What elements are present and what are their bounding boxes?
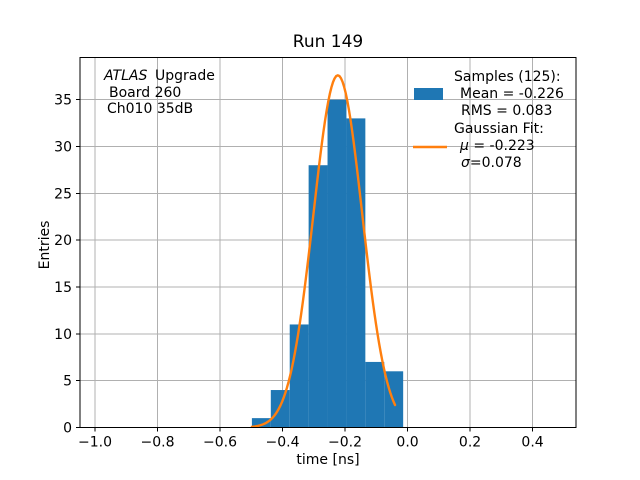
legend-rms-value: RMS = 0.083	[461, 103, 552, 119]
legend: Samples (125): Mean = -0.226 RMS = 0.083…	[413, 69, 564, 171]
axes-frame	[79, 57, 577, 428]
y-tick-label: 35	[54, 93, 72, 109]
x-axis-label: time [ns]	[296, 452, 359, 468]
annotation-board: Board 260	[109, 85, 181, 101]
histogram-bars	[251, 99, 404, 428]
tick-marks	[76, 99, 534, 432]
chart-title: Run 149	[293, 32, 363, 52]
x-tick-label: −0.4	[266, 435, 300, 451]
x-tick-labels: −1.0 −0.8 −0.6 −0.4 −0.2 0.0 0.2 0.4	[78, 435, 544, 451]
y-tick-label: 10	[54, 327, 72, 343]
x-tick-label: −0.8	[141, 435, 175, 451]
mu-number: = -0.223	[469, 138, 535, 154]
annotation-upgrade: Upgrade	[155, 68, 215, 84]
mu-symbol: μ	[459, 138, 469, 154]
x-tick-label: −0.6	[203, 435, 237, 451]
legend-sigma-value: σ=0.078	[461, 155, 522, 171]
sigma-number: =0.078	[470, 155, 522, 171]
x-tick-label: −1.0	[78, 435, 112, 451]
histogram-bar	[270, 390, 290, 428]
y-tick-label: 15	[54, 280, 72, 296]
annotation-block: ATLAS Upgrade Board 260 Ch010 35dB	[103, 68, 215, 117]
histogram-bar	[251, 418, 271, 428]
histogram-bar	[327, 99, 347, 428]
histogram-bar	[365, 361, 385, 428]
histogram-bar	[308, 165, 328, 428]
y-axis-label: Entries	[37, 221, 53, 270]
annotation-atlas: ATLAS	[103, 68, 147, 84]
histogram-bar	[289, 324, 309, 428]
y-tick-label: 20	[54, 233, 72, 249]
y-tick-label: 25	[54, 186, 72, 202]
samples-legend-swatch	[414, 88, 443, 100]
legend-mean-value: Mean = -0.226	[460, 86, 564, 102]
x-tick-label: 0.2	[459, 435, 481, 451]
y-tick-label: 30	[54, 139, 72, 155]
legend-mu-value: μ = -0.223	[459, 138, 535, 154]
y-tick-label: 0	[63, 421, 72, 437]
y-tick-labels: 0 5 10 15 20 25 30 35	[54, 93, 72, 437]
x-tick-label: 0.0	[396, 435, 418, 451]
x-tick-label: 0.4	[521, 435, 543, 451]
annotation-channel: Ch010 35dB	[107, 101, 193, 117]
sigma-symbol: σ	[461, 155, 471, 171]
y-tick-label: 5	[63, 374, 72, 390]
legend-fit-title: Gaussian Fit:	[454, 121, 544, 137]
legend-samples-title: Samples (125):	[454, 69, 561, 85]
x-tick-label: −0.2	[328, 435, 362, 451]
gaussian-fit-curve	[250, 74, 397, 428]
